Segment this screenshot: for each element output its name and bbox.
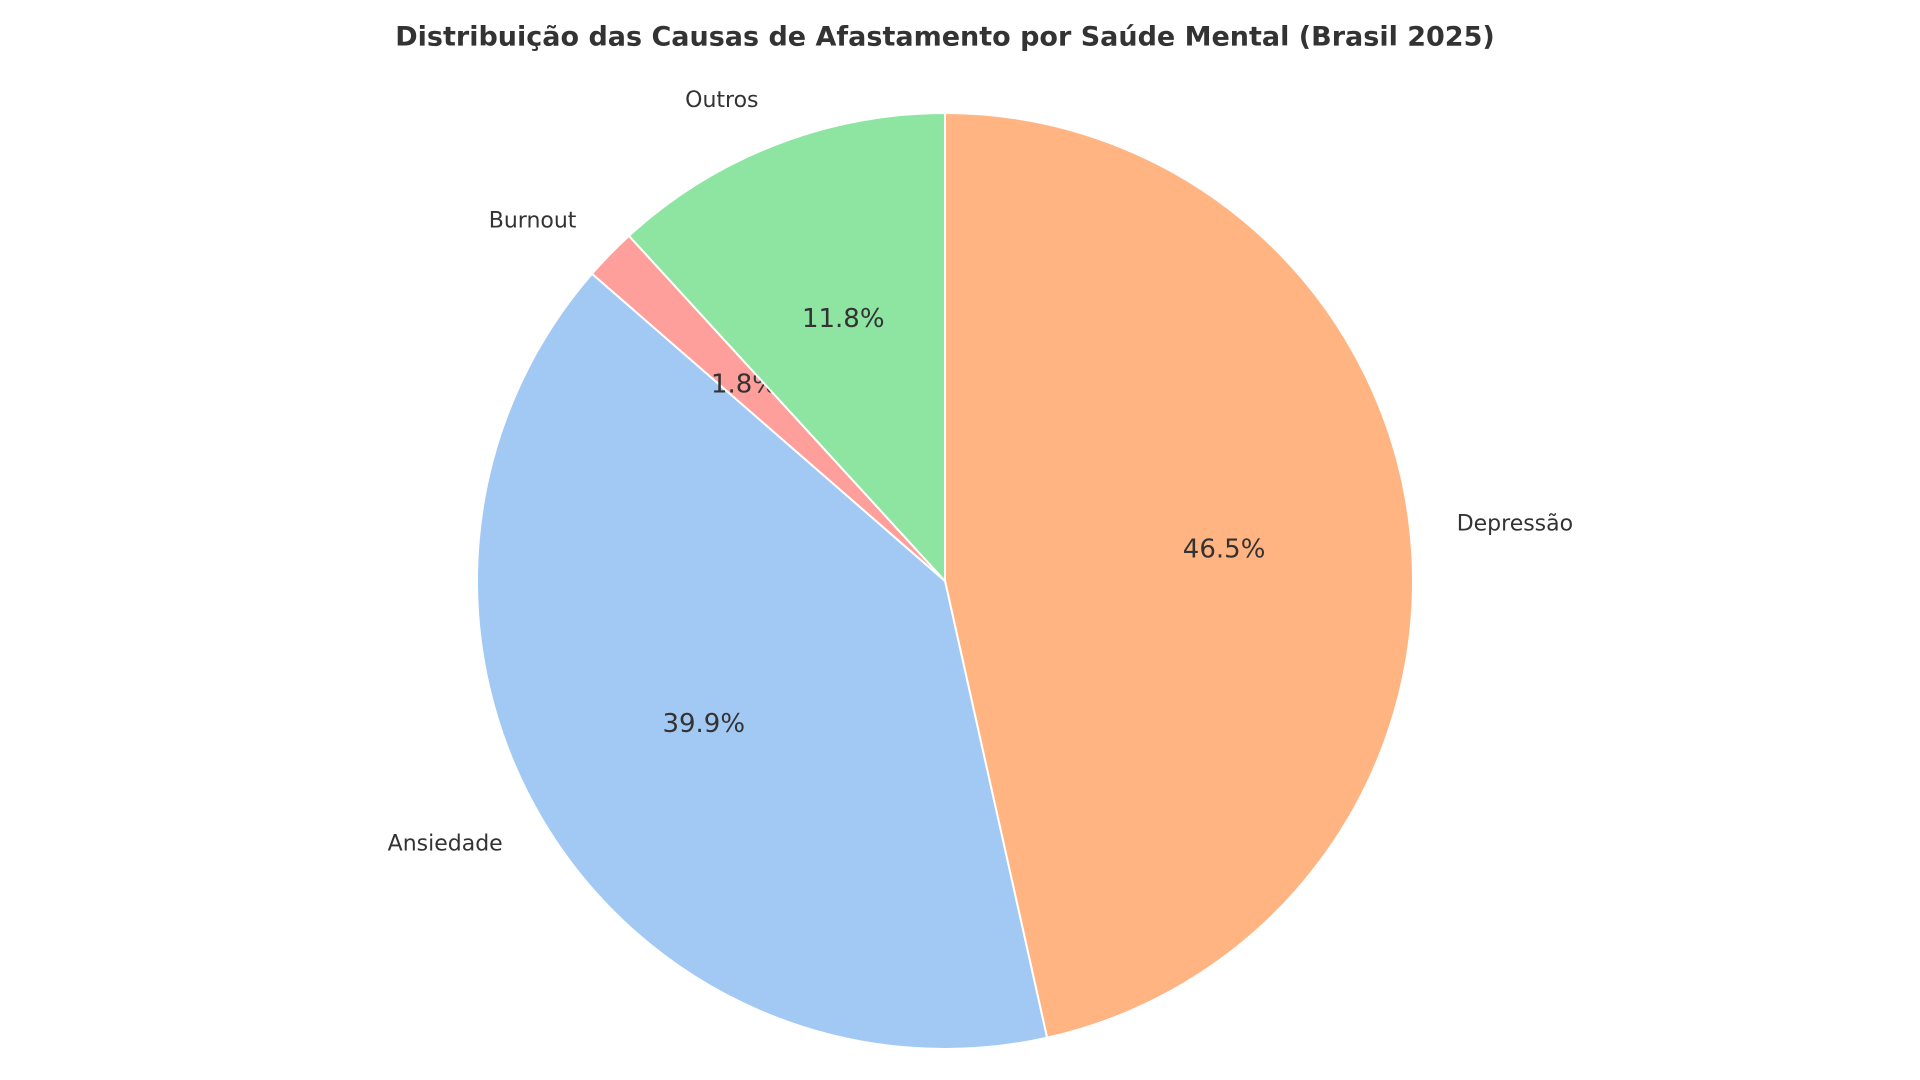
- chart-title: Distribuição das Causas de Afastamento p…: [395, 22, 1494, 53]
- slice-label: Depressão: [1457, 512, 1573, 537]
- slice-label: Outros: [685, 88, 758, 113]
- slice-label: Ansiedade: [388, 831, 503, 856]
- value-label: 11.8%: [802, 304, 885, 334]
- value-label: 39.9%: [662, 709, 745, 739]
- pie-slice: [627, 111, 946, 584]
- value-label: 46.5%: [1183, 535, 1266, 565]
- pie-slice: [944, 111, 1414, 1039]
- pie-slice: [476, 272, 1049, 1050]
- slice-label: Burnout: [489, 209, 577, 234]
